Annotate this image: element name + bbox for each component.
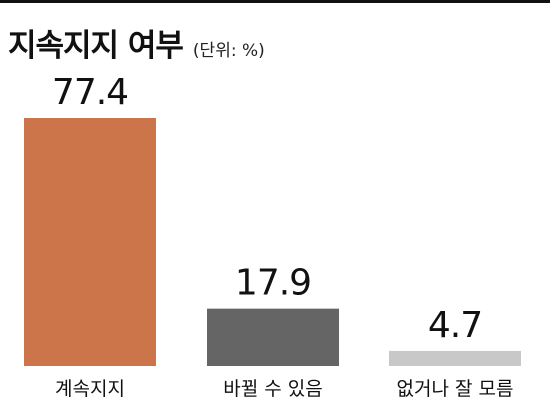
category-label-1: 계속지지 <box>55 378 125 400</box>
value-label-3: 4.7 <box>428 305 482 346</box>
category-label-2: 바뀔 수 있음 <box>223 378 322 400</box>
chart-header: 지속지지 여부 (단위: %) <box>8 20 265 64</box>
top-rule <box>0 0 550 3</box>
chart-title: 지속지지 여부 <box>8 28 184 64</box>
value-label-1: 77.4 <box>52 72 128 113</box>
bar-1 <box>24 118 156 366</box>
chart-unit-note: (단위: %) <box>192 41 265 61</box>
bar-3 <box>389 350 521 366</box>
bar-2 <box>207 308 339 366</box>
category-label-3: 없거나 잘 모름 <box>397 378 514 400</box>
value-label-2: 17.9 <box>235 263 311 304</box>
